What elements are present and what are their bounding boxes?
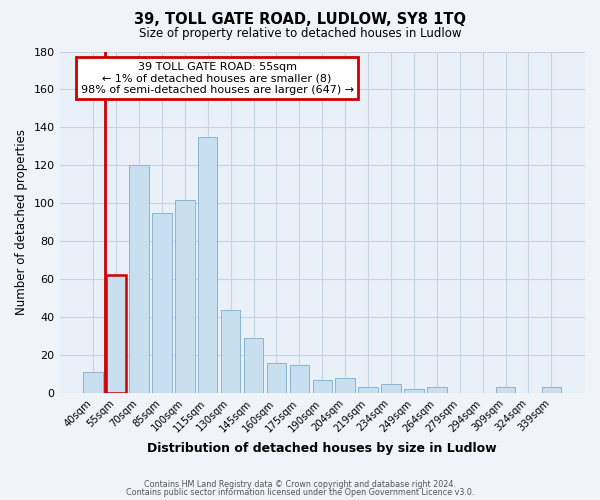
Bar — [106, 276, 126, 393]
Text: Contains public sector information licensed under the Open Government Licence v3: Contains public sector information licen… — [126, 488, 474, 497]
Bar — [313, 380, 332, 393]
Bar — [404, 390, 424, 393]
Bar — [129, 166, 149, 393]
Bar — [335, 378, 355, 393]
Bar — [381, 384, 401, 393]
Bar — [83, 372, 103, 393]
Bar — [221, 310, 241, 393]
X-axis label: Distribution of detached houses by size in Ludlow: Distribution of detached houses by size … — [148, 442, 497, 455]
Bar — [152, 213, 172, 393]
Bar — [496, 388, 515, 393]
Bar — [198, 137, 217, 393]
Bar — [427, 388, 446, 393]
Text: Size of property relative to detached houses in Ludlow: Size of property relative to detached ho… — [139, 28, 461, 40]
Bar — [175, 200, 194, 393]
Bar — [358, 388, 378, 393]
Bar — [267, 363, 286, 393]
Text: Contains HM Land Registry data © Crown copyright and database right 2024.: Contains HM Land Registry data © Crown c… — [144, 480, 456, 489]
Bar — [290, 364, 309, 393]
Text: 39 TOLL GATE ROAD: 55sqm
← 1% of detached houses are smaller (8)
98% of semi-det: 39 TOLL GATE ROAD: 55sqm ← 1% of detache… — [80, 62, 354, 95]
Text: 39, TOLL GATE ROAD, LUDLOW, SY8 1TQ: 39, TOLL GATE ROAD, LUDLOW, SY8 1TQ — [134, 12, 466, 28]
Bar — [244, 338, 263, 393]
Y-axis label: Number of detached properties: Number of detached properties — [15, 130, 28, 316]
Bar — [542, 388, 561, 393]
